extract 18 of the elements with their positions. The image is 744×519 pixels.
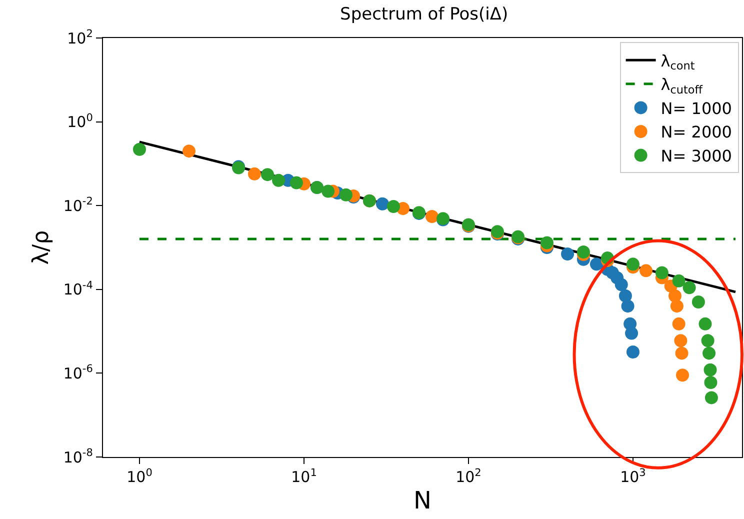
legend-label: λ$_{cont}$ [660, 51, 696, 73]
y-tick-label: 10$^{-6}$ [63, 363, 94, 382]
y-tick-label: 10$^{-2}$ [63, 196, 93, 215]
x-tick-label: 10$^{2}$ [456, 466, 482, 486]
legend-label: λ$_{cutoff}$ [660, 75, 703, 96]
legend-label: N= 2000 [660, 122, 732, 142]
x-axis-title: N [414, 486, 432, 514]
x-tick-label: 10$^{1}$ [291, 466, 317, 486]
y-tick-label: 10$^{-8}$ [63, 446, 93, 466]
x-tick-label: 10$^{3}$ [620, 466, 646, 486]
y-axis-title: λ/ρ [29, 230, 54, 265]
y-tick-label: 10$^{0}$ [67, 112, 93, 132]
legend-label: N= 3000 [660, 146, 732, 166]
x-tick-label: 10$^{0}$ [126, 466, 152, 486]
chart-title: Spectrum of Pos(iΔ) [340, 4, 508, 25]
y-tick-label: 10$^{-4}$ [63, 279, 94, 299]
y-tick-label: 10$^{2}$ [67, 28, 93, 48]
legend-label: N= 1000 [660, 98, 732, 118]
